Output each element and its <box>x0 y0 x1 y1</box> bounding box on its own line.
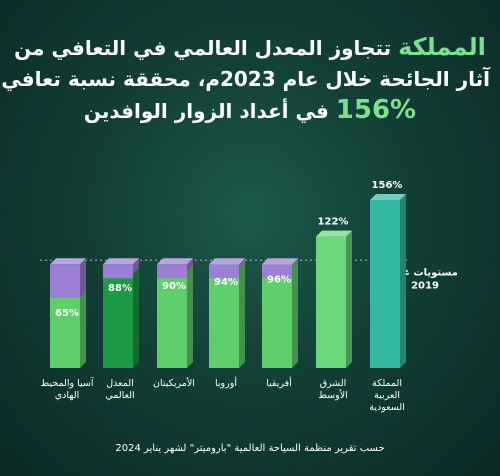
bar-remainder <box>103 264 133 279</box>
bar-remainder-top <box>262 258 298 265</box>
headline-line-2: آثار الجائحة خلال عام 2023م، محققة نسبة … <box>1 67 490 91</box>
bar <box>157 271 187 368</box>
category-label: السعودية <box>369 402 404 413</box>
bar-remainder-side <box>133 258 139 274</box>
bar-side <box>292 258 298 368</box>
bar <box>262 264 292 368</box>
category-label: الأمريكيتان <box>153 377 195 389</box>
data-label: 90% <box>162 281 186 292</box>
headline-highlight: المملكة <box>398 33 486 61</box>
data-label: 94% <box>214 277 238 288</box>
bar-remainder-top <box>157 258 193 265</box>
category-label: المعدل <box>106 378 134 389</box>
bar-side <box>187 265 193 368</box>
bar-side <box>239 260 245 368</box>
category-label: العالمي <box>105 390 134 401</box>
bar-remainder <box>157 264 187 279</box>
category-label: الشرق <box>320 378 347 389</box>
bar-remainder-top <box>50 258 86 265</box>
bar-remainder <box>50 264 80 298</box>
headline-line-3-text: في أعداد الزوار الوافدين <box>83 99 336 123</box>
bar-remainder <box>262 264 292 279</box>
headline-percentage: 156% <box>335 95 417 125</box>
bar-remainder-side <box>292 258 298 265</box>
category-label: آسيا والمحيط <box>40 376 93 389</box>
category-label: الهادي <box>55 390 79 401</box>
category-label: أوروبا <box>215 376 237 389</box>
bar <box>103 273 133 368</box>
bar-top <box>370 194 406 200</box>
bar-remainder-side <box>80 258 86 298</box>
reference-label: مستويات عام <box>392 267 458 278</box>
data-label: 122% <box>318 217 349 228</box>
bar-side <box>400 194 406 368</box>
bar <box>316 236 346 368</box>
headline-line-1: المملكة تتجاوز المعدل العالمي في التعافي… <box>10 32 490 64</box>
bar <box>370 200 400 368</box>
headline: المملكة تتجاوز المعدل العالمي في التعافي… <box>1 32 490 127</box>
bar-remainder-side <box>187 258 193 272</box>
data-label: 156% <box>372 180 403 191</box>
bar-remainder-top <box>103 258 139 265</box>
source-footnote: حسب تقرير منظمة السياحة العالمية "بارومي… <box>115 443 385 454</box>
bar <box>50 298 80 368</box>
reference-label-year: 2019 <box>411 280 439 291</box>
bar-remainder-side <box>239 258 245 267</box>
category-label: العربية <box>374 390 400 401</box>
bar-side <box>133 267 139 368</box>
data-label: 88% <box>108 283 132 294</box>
bar-remainder-top <box>209 258 245 265</box>
data-label: 65% <box>55 308 79 319</box>
category-label: المملكة <box>372 378 402 389</box>
data-label: 96% <box>267 275 291 286</box>
bar-remainder <box>209 264 239 279</box>
headline-line-1-text: تتجاوز المعدل العالمي في التعافي من <box>14 36 399 60</box>
bar-top <box>316 230 352 237</box>
bar-side <box>80 292 86 368</box>
category-label: أفريقيا <box>266 376 292 389</box>
bar <box>209 266 239 368</box>
headline-line-3: 156% في أعداد الزوار الوافدين <box>10 95 490 127</box>
category-label: الأوسط <box>318 389 348 401</box>
bar-side <box>346 230 352 368</box>
